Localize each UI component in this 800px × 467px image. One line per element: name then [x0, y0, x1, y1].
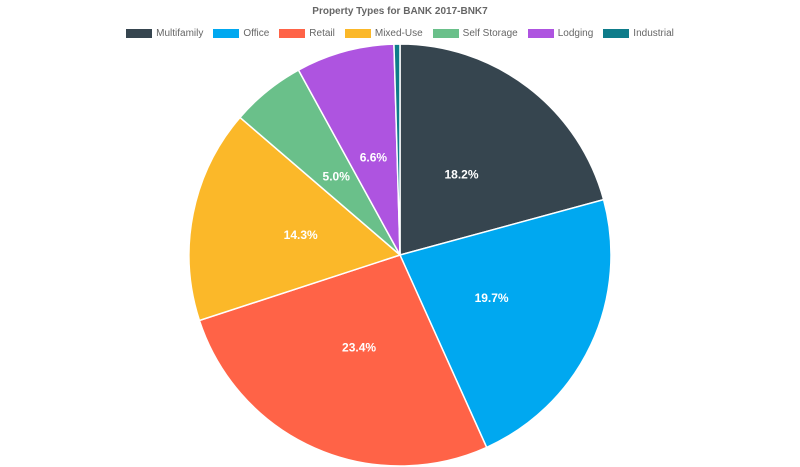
legend-swatch: [432, 29, 459, 38]
legend-item-mixed-use[interactable]: Mixed-Use: [344, 28, 423, 39]
legend-label: Multifamily: [156, 28, 204, 39]
legend-item-retail[interactable]: Retail: [279, 28, 335, 39]
legend-swatch: [603, 29, 630, 38]
pie-slice-multifamily[interactable]: [399, 43, 605, 256]
legend-label: Self Storage: [462, 28, 518, 39]
legend-swatch: [126, 29, 153, 38]
legend-swatch: [213, 29, 240, 38]
legend-label: Industrial: [633, 28, 674, 39]
slice-data-label: 23.4%: [342, 341, 376, 355]
pie-slice-retail[interactable]: [198, 254, 488, 467]
slice-data-label: 6.6%: [360, 150, 388, 164]
slice-data-label: 5.0%: [323, 169, 351, 183]
slice-data-label: 14.3%: [284, 228, 318, 242]
legend-item-multifamily[interactable]: Multifamily: [126, 28, 203, 39]
legend-label: Lodging: [557, 28, 594, 39]
pie-slice-office[interactable]: [398, 198, 612, 449]
legend-label: Retail: [309, 28, 335, 39]
pie-slice-lodging[interactable]: [297, 43, 401, 256]
legend-label: Mixed-Use: [374, 28, 423, 39]
legend-label: Office: [243, 28, 270, 39]
pie-slice-industrial[interactable]: [393, 43, 401, 256]
legend-item-industrial[interactable]: Industrial: [603, 28, 674, 39]
legend-swatch: [344, 29, 371, 38]
slice-data-label: 19.7%: [475, 291, 509, 305]
slice-data-label: 18.2%: [444, 168, 478, 182]
legend-item-office[interactable]: Office: [213, 28, 269, 39]
legend-item-lodging[interactable]: Lodging: [527, 28, 594, 39]
legend-item-self-storage[interactable]: Self Storage: [432, 28, 518, 39]
chart-legend: Multifamily Office Retail Mixed-Use Self Sto…: [0, 28, 800, 39]
pie-slice-mixed-use[interactable]: [188, 116, 402, 322]
legend-swatch: [527, 29, 554, 38]
chart-title: Property Types for BANK 2017-BNK7: [312, 6, 488, 17]
legend-swatch: [279, 29, 306, 38]
